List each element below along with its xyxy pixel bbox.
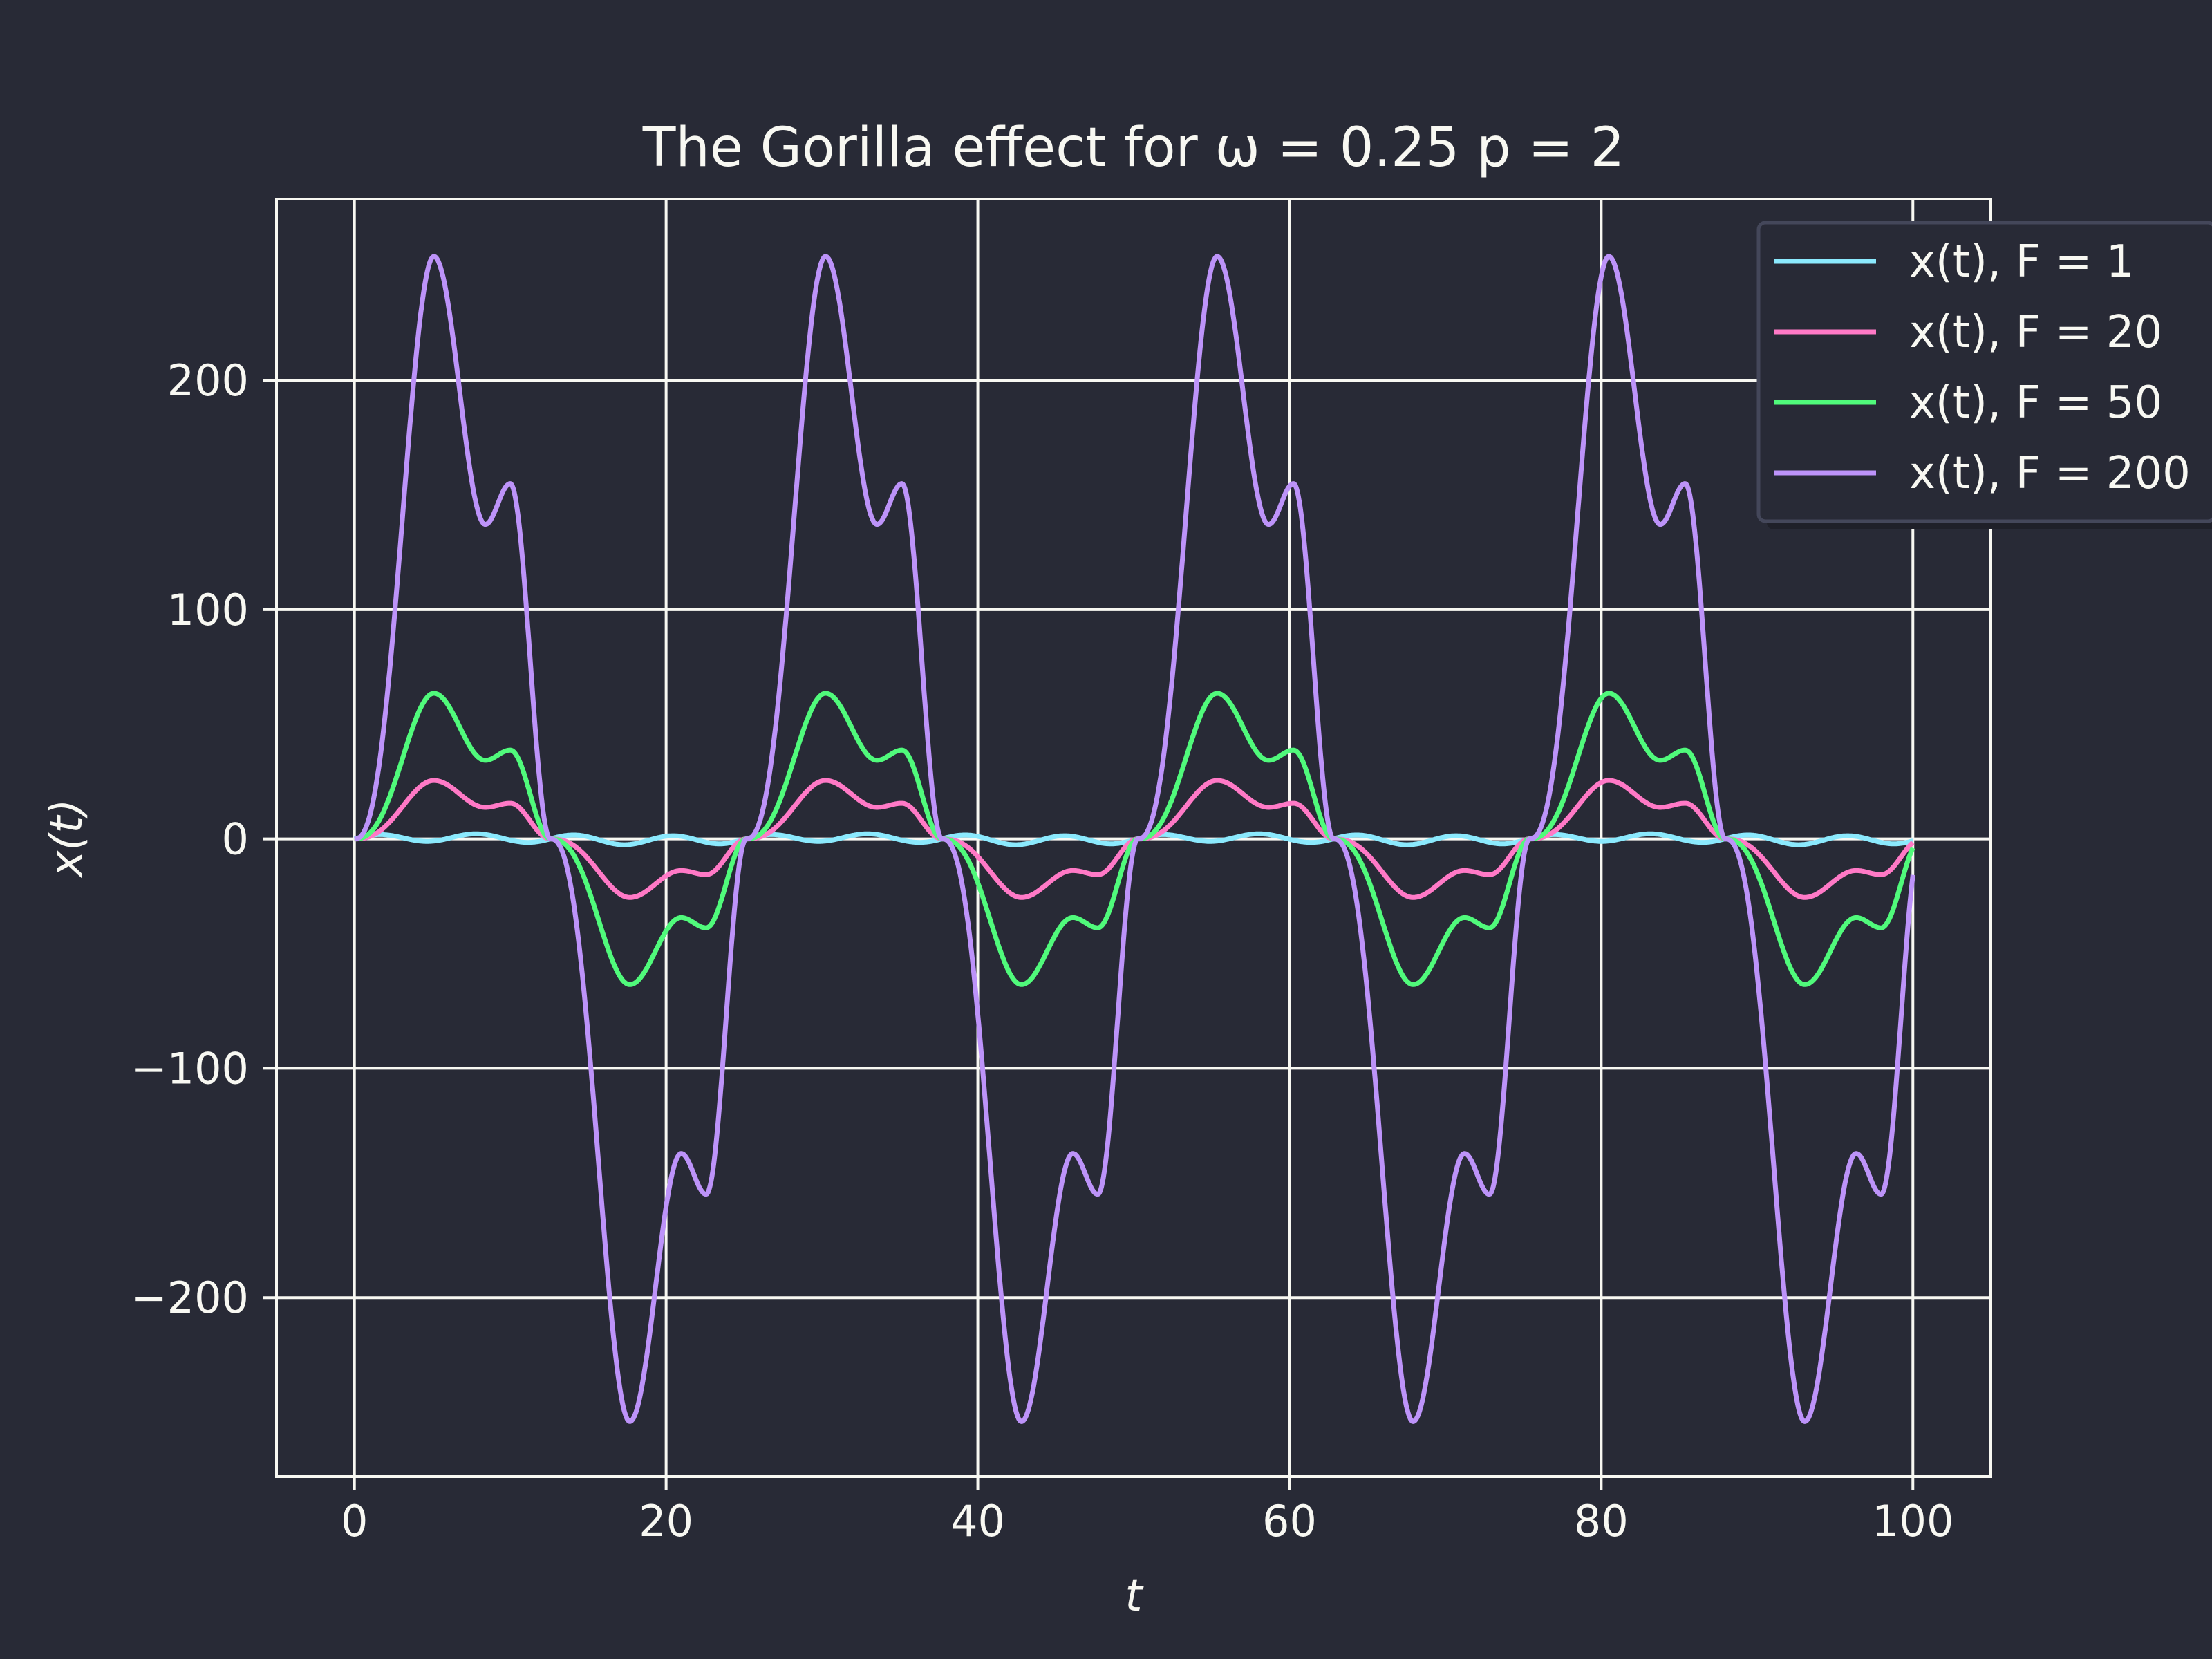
legend-label: x(t), F = 1 xyxy=(1909,236,2134,288)
x-tick-label: 20 xyxy=(639,1496,693,1546)
x-tick-label: 100 xyxy=(1872,1496,1953,1546)
legend-label: x(t), F = 200 xyxy=(1909,448,2191,499)
legend: x(t), F = 1 x(t), F = 20 x(t), F = 50 x(t),… xyxy=(1756,221,2212,529)
x-axis-label: t xyxy=(1125,1571,1144,1622)
y-tick-label: −200 xyxy=(131,1273,249,1323)
legend-label: x(t), F = 20 xyxy=(1909,307,2162,358)
y-tick-label: 200 xyxy=(167,355,249,406)
series-line-f200 xyxy=(353,254,1915,1424)
y-tick-label: 100 xyxy=(167,585,249,635)
x-tick-label: 60 xyxy=(1262,1496,1317,1546)
y-axis-ticks: −200 −100 0 100 200 xyxy=(131,355,276,1323)
y-tick-label: 0 xyxy=(222,814,249,865)
y-tick-label: −100 xyxy=(131,1043,249,1094)
x-axis-ticks: 0 20 40 60 80 100 xyxy=(341,1477,1953,1546)
x-tick-label: 40 xyxy=(950,1496,1005,1546)
chart-title: The Gorilla effect for ω = 0.25 p = 2 xyxy=(642,117,1625,179)
x-tick-label: 80 xyxy=(1574,1496,1629,1546)
series-lines xyxy=(353,254,1915,1424)
legend-label: x(t), F = 50 xyxy=(1909,377,2162,429)
x-tick-label: 0 xyxy=(341,1496,368,1546)
legend-box xyxy=(1756,221,2212,523)
y-axis-label: x(t) xyxy=(41,799,93,879)
